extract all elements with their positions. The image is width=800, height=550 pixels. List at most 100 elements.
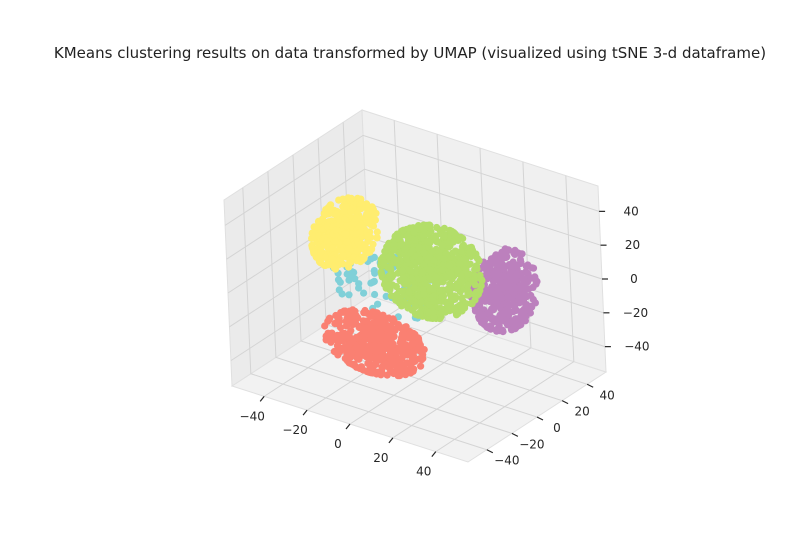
data-point xyxy=(466,248,474,256)
data-point xyxy=(344,355,352,363)
data-point xyxy=(527,291,535,300)
data-point xyxy=(385,272,393,280)
data-point xyxy=(364,344,372,352)
data-point xyxy=(461,256,469,264)
data-point xyxy=(471,281,479,289)
data-point xyxy=(502,253,510,262)
data-point xyxy=(373,309,381,317)
data-point xyxy=(402,323,410,331)
data-point xyxy=(477,282,485,290)
data-point xyxy=(405,368,413,376)
data-point xyxy=(360,289,368,297)
x-gridline-3 xyxy=(392,161,532,439)
data-point xyxy=(496,303,504,311)
data-point xyxy=(457,247,465,255)
data-point xyxy=(416,341,424,349)
data-point xyxy=(370,346,379,355)
data-point xyxy=(335,286,343,294)
data-point xyxy=(425,238,433,246)
data-point xyxy=(440,255,448,263)
data-point xyxy=(349,306,357,314)
data-point xyxy=(361,306,369,315)
data-point xyxy=(332,210,341,218)
data-point xyxy=(418,224,426,232)
data-point xyxy=(464,287,472,295)
x-tick-label-0: −40 xyxy=(240,409,265,423)
data-point xyxy=(415,243,423,252)
data-point xyxy=(388,356,396,364)
data-point xyxy=(504,293,512,301)
data-point xyxy=(314,217,323,225)
data-point xyxy=(500,272,508,280)
data-point xyxy=(442,274,450,282)
data-point xyxy=(347,208,355,216)
data-point xyxy=(486,297,494,306)
data-point xyxy=(496,317,504,325)
data-point xyxy=(464,270,472,278)
x-tick-1 xyxy=(302,409,308,416)
data-point xyxy=(420,290,428,299)
data-point xyxy=(387,264,395,273)
data-point xyxy=(447,270,455,278)
data-point xyxy=(322,336,330,344)
y-tick-3 xyxy=(561,400,569,405)
data-point xyxy=(500,265,508,273)
x-tick-label-3: 20 xyxy=(373,451,388,465)
data-point xyxy=(364,232,372,240)
y-gridline-0 xyxy=(242,187,487,451)
data-point xyxy=(345,291,353,299)
data-point xyxy=(401,245,409,254)
data-point xyxy=(357,205,365,213)
data-point xyxy=(393,230,401,238)
data-point xyxy=(334,276,343,284)
data-point xyxy=(326,202,334,211)
data-point xyxy=(438,266,446,274)
data-point xyxy=(366,329,374,337)
data-point xyxy=(433,223,441,232)
data-point xyxy=(417,298,425,306)
data-point xyxy=(369,361,377,369)
data-point xyxy=(317,248,325,256)
data-point xyxy=(503,321,512,329)
data-point xyxy=(331,237,340,246)
data-point xyxy=(339,195,347,203)
data-point xyxy=(364,219,372,227)
data-point xyxy=(429,292,437,300)
data-point xyxy=(352,230,360,238)
series-4 xyxy=(377,221,486,323)
data-point xyxy=(341,216,349,224)
y-tick-2 xyxy=(536,416,544,421)
data-point xyxy=(471,276,479,284)
data-point xyxy=(426,253,434,261)
data-point xyxy=(377,332,385,340)
y-tick-label-1: −20 xyxy=(519,437,544,451)
y-tick-label-4: 40 xyxy=(600,388,615,402)
data-point xyxy=(466,260,474,268)
data-point xyxy=(390,246,398,254)
data-point xyxy=(420,249,428,257)
data-point xyxy=(419,274,427,282)
data-point xyxy=(514,249,522,257)
data-point xyxy=(368,206,376,214)
data-point xyxy=(355,280,363,288)
data-point xyxy=(451,295,459,303)
data-point xyxy=(360,254,368,262)
data-point xyxy=(375,368,383,376)
data-point xyxy=(502,307,510,315)
data-point xyxy=(461,304,469,312)
data-point xyxy=(399,226,407,234)
y-tick-0 xyxy=(486,449,494,454)
data-point xyxy=(492,276,500,284)
series-3 xyxy=(308,194,381,273)
data-point xyxy=(321,211,329,219)
data-point xyxy=(464,282,472,290)
data-point xyxy=(477,275,485,284)
data-point xyxy=(522,268,530,276)
x-gridline-1 xyxy=(306,134,446,411)
y-tick-label-2: 0 xyxy=(553,421,561,435)
data-point xyxy=(483,323,491,331)
data-point xyxy=(367,312,375,320)
data-point xyxy=(373,234,381,242)
data-point xyxy=(457,272,465,280)
